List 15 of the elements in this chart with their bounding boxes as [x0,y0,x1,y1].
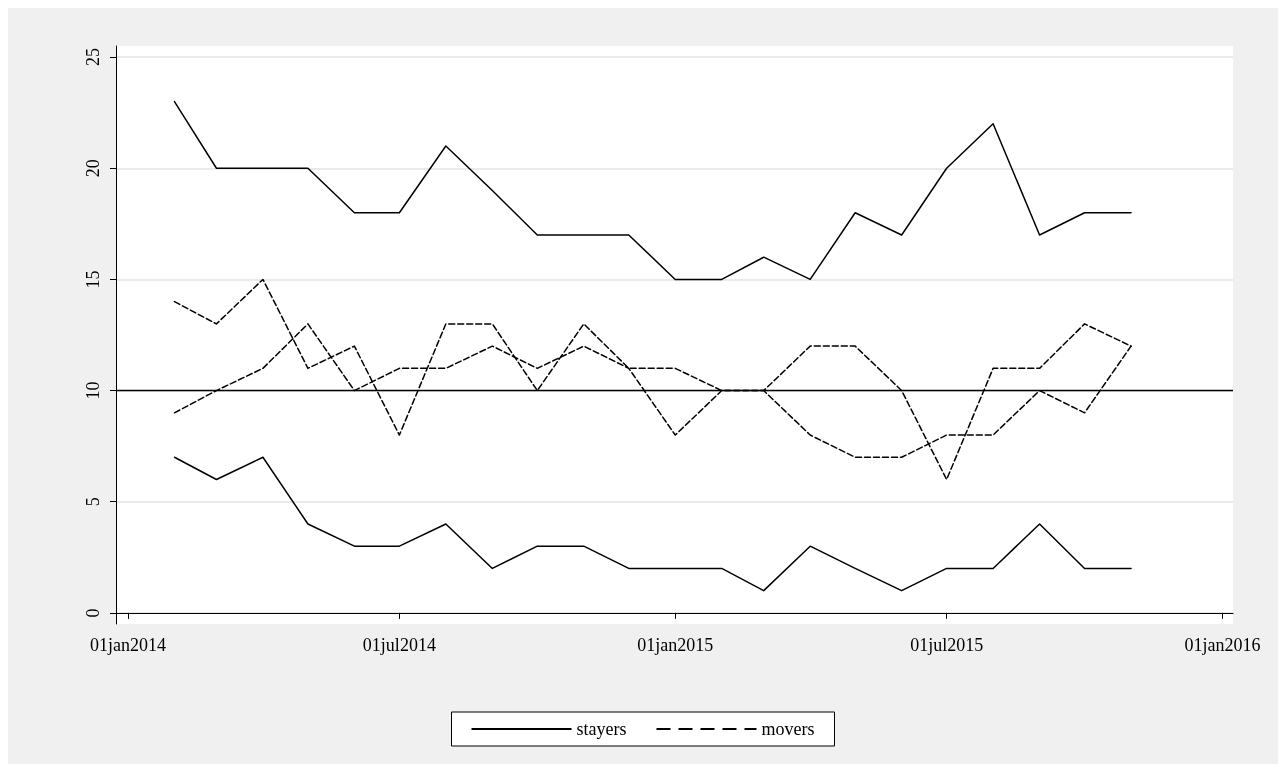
line-series [173,456,1132,592]
y-tick-label: 0 [83,608,103,618]
y-tick-label: 5 [83,497,103,507]
text: stayers [576,719,627,739]
x-tick-label: 01jan2016 [1184,635,1261,655]
line-series [173,100,1132,281]
y-tick-label: 10 [83,381,103,400]
y-tick-label: 25 [83,48,103,67]
x-tick-label: 01jul2014 [362,635,436,655]
legend-label: movers [761,719,815,739]
x-tick-label: 01jan2015 [637,635,714,655]
x-tick-label: 01jan2014 [89,635,166,655]
y-tick-label: 15 [83,270,103,289]
y-tick-label: 20 [83,159,103,178]
x-tick-label: 01jul2015 [910,635,984,655]
